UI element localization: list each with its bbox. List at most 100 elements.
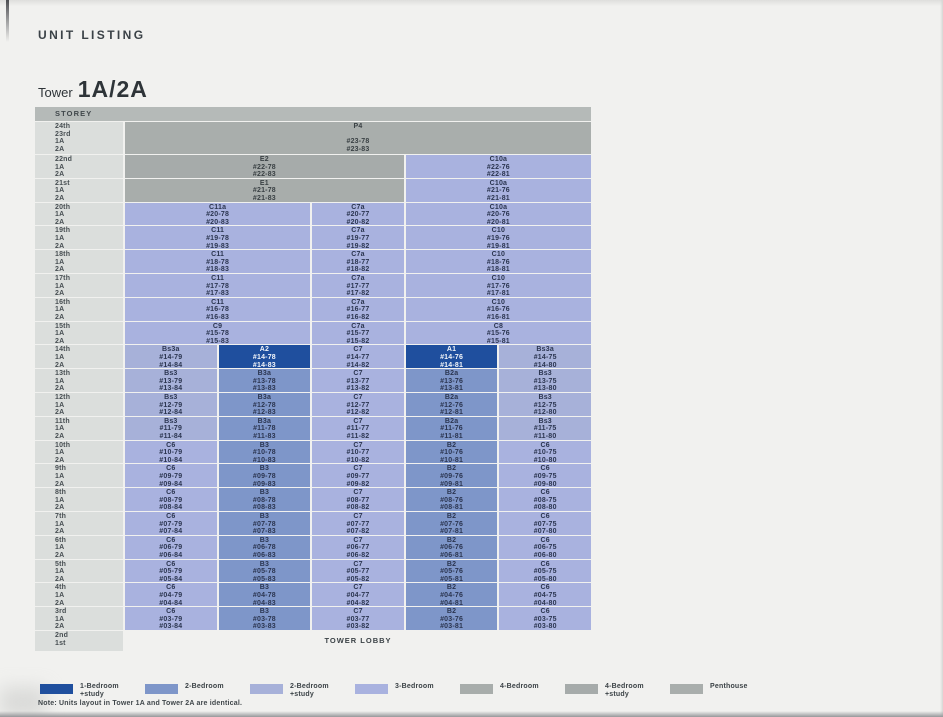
unit-cell: B3 #04-78 #04-83 [218,583,311,607]
unit-cell: C9 #15-78 #15-83 [125,321,311,345]
unit-cell: C7 #09-77 #09-82 [312,464,404,488]
legend-item: 2-Bedroom [145,683,250,699]
unit-cell: C7a #20-77 #20-82 [312,202,404,226]
floor-row: 11th 1A 2A Bs3 #11-79 #11-84 B3a #11-78 #11-83 C7… [35,416,591,440]
unit-cell: C11a #20-78 #20-83 [125,202,311,226]
unit-cell: C6 #08-79 #08-84 [125,488,217,511]
unit-cell: C7 #12-77 #12-82 [312,392,404,416]
unit-cell: B2 #03-76 #03-81 [405,607,498,630]
unit-cell: C7a #16-77 #16-82 [312,297,404,321]
floor-row: 15th 1A 2A C9 #15-78 #15-83 C7a #15-77 #15-82 C8 #… [35,321,591,345]
legend-label: 3-Bedroom [395,683,434,690]
unit-cell: B3a #11-78 #11-83 [218,416,311,440]
unit-cell: C10 #18-76 #18-81 [405,250,591,273]
floor-row: 7th 1A 2A C6 #07-79 #07-84 B3 #07-78 #07-83 C7 #07… [35,511,591,535]
floor-row: 22nd 1A 2A E2 #22-78 #22-83 C10a #22-76 #22-81 [35,155,591,178]
note-text: Note: Units layout in Tower 1A and Tower… [38,700,243,707]
legend-swatch-penthouse [670,684,703,694]
unit-cell: C7 #08-77 #08-82 [312,488,404,511]
unit-cell: C7 #06-77 #06-82 [312,535,404,559]
unit-cell: B3 #09-78 #09-83 [218,464,311,488]
storey-cell: 19th 1A 2A [35,226,123,250]
legend: 1-Bedroom +study 2-Bedroom 2-Bedroom +study 3… [40,683,775,699]
unit-cell: B2a #11-76 #11-81 [405,416,498,440]
unit-cell: C10 #19-76 #19-81 [405,226,591,250]
unit-cell: C11 #16-78 #16-83 [125,297,311,321]
tower-label: Tower [38,85,73,100]
legend-label: 4-Bedroom +study [605,683,644,698]
storey-cell: 21st 1A 2A [35,178,123,202]
unit-cell: P4 #23-78 #23-83 [125,122,591,154]
unit-cell: C7a #17-77 #17-82 [312,273,404,297]
unit-listing-table: STOREY 24th 23rd 1A 2A P4 #23-78 #23-83 22nd 1A 2… [35,107,591,652]
unit-cell: B3 #08-78 #08-83 [218,488,311,511]
unit-cell: C7a #18-77 #18-82 [312,250,404,273]
floor-row: 14th 1A 2A Bs3a #14-79 #14-84 A2 #14-78 #14-83 C7… [35,345,591,369]
tower-heading: Tower 1A/2A [38,76,148,103]
storey-cell: 11th 1A 2A [35,416,123,440]
floor-row: 19th 1A 2A C11 #19-78 #19-83 C7a #19-77 #19-82 C1… [35,226,591,250]
floor-rows: 24th 23rd 1A 2A P4 #23-78 #23-83 22nd 1A 2A E2 #22-… [35,122,591,651]
unit-cell: Bs3 #12-79 #12-84 [125,392,217,416]
storey-cell: 7th 1A 2A [35,511,123,535]
storey-cell: 14th 1A 2A [35,345,123,369]
unit-cell: C6 #06-75 #06-80 [499,535,591,559]
unit-cell: C6 #04-75 #04-80 [499,583,591,607]
storey-cell: 3rd 1A 2A [35,607,123,630]
storey-cell: 17th 1A 2A [35,273,123,297]
storey-cell: 9th 1A 2A [35,464,123,488]
floor-row: 16th 1A 2A C11 #16-78 #16-83 C7a #16-77 #16-82 C1… [35,297,591,321]
unit-cell: Bs3 #11-75 #11-80 [499,416,591,440]
legend-item: 1-Bedroom +study [40,683,145,699]
floor-row: 4th 1A 2A C6 #04-79 #04-84 B3 #04-78 #04-83 C7 #04… [35,583,591,607]
legend-swatch-three-bed [355,684,388,694]
floor-row: 10th 1A 2A C6 #10-79 #10-84 B3 #10-78 #10-83 C7 #1… [35,440,591,464]
legend-item: 4-Bedroom +study [565,683,670,699]
unit-cell: B2 #07-76 #07-81 [405,511,498,535]
unit-cell: Bs3 #11-79 #11-84 [125,416,217,440]
unit-cell: B2 #05-76 #05-81 [405,559,498,583]
page-title: UNIT LISTING [38,28,146,42]
legend-label: 2-Bedroom +study [290,683,329,698]
unit-cell: B3 #03-78 #03-83 [218,607,311,630]
unit-cell: C6 #05-79 #05-84 [125,559,217,583]
storey-cell: 10th 1A 2A [35,440,123,464]
unit-cell: C11 #18-78 #18-83 [125,250,311,273]
unit-cell: C10a #21-76 #21-81 [405,178,591,202]
unit-cell: C7 #05-77 #05-82 [312,559,404,583]
storey-cell: 12th 1A 2A [35,392,123,416]
unit-cell: Bs3a #14-79 #14-84 [125,345,217,369]
unit-cell: B2 #09-76 #09-81 [405,464,498,488]
unit-cell: C7a #19-77 #19-82 [312,226,404,250]
unit-cell: C6 #10-75 #10-80 [499,440,591,464]
scan-edge-bottom [0,711,943,717]
storey-cell: 6th 1A 2A [35,535,123,559]
legend-item: 2-Bedroom +study [250,683,355,699]
unit-cell: B3a #12-78 #12-83 [218,392,311,416]
unit-cell: C6 #06-79 #06-84 [125,535,217,559]
unit-cell: C6 #09-75 #09-80 [499,464,591,488]
floor-row: 24th 23rd 1A 2A P4 #23-78 #23-83 [35,122,591,154]
storey-cell: 4th 1A 2A [35,583,123,607]
legend-swatch-one-bed-study [40,684,73,694]
unit-cell: C10a #20-76 #20-81 [405,202,591,226]
unit-cell: B2 #08-76 #08-81 [405,488,498,511]
legend-item: Penthouse [670,683,775,699]
legend-swatch-four-bed [460,684,493,694]
unit-cell: C6 #08-75 #08-80 [499,488,591,511]
unit-cell: C7 #04-77 #04-82 [312,583,404,607]
unit-cell: C7 #14-77 #14-82 [312,345,404,369]
unit-cell: C6 #10-79 #10-84 [125,440,217,464]
legend-swatch-two-bed-study [250,684,283,694]
unit-cell: B3a #13-78 #13-83 [218,369,311,392]
unit-cell: C7 #03-77 #03-82 [312,607,404,630]
unit-cell: B3 #07-78 #07-83 [218,511,311,535]
unit-cell: E1 #21-78 #21-83 [125,178,404,202]
tower-id: 1A/2A [77,76,148,102]
unit-cell: C6 #05-75 #05-80 [499,559,591,583]
unit-cell: B2 #04-76 #04-81 [405,583,498,607]
storey-cell: 5th 1A 2A [35,559,123,583]
floor-row: 2nd 1st TOWER LOBBY [35,630,591,651]
floor-row: 3rd 1A 2A C6 #03-79 #03-84 B3 #03-78 #03-83 C7 #03… [35,607,591,630]
unit-cell: C11 #19-78 #19-83 [125,226,311,250]
